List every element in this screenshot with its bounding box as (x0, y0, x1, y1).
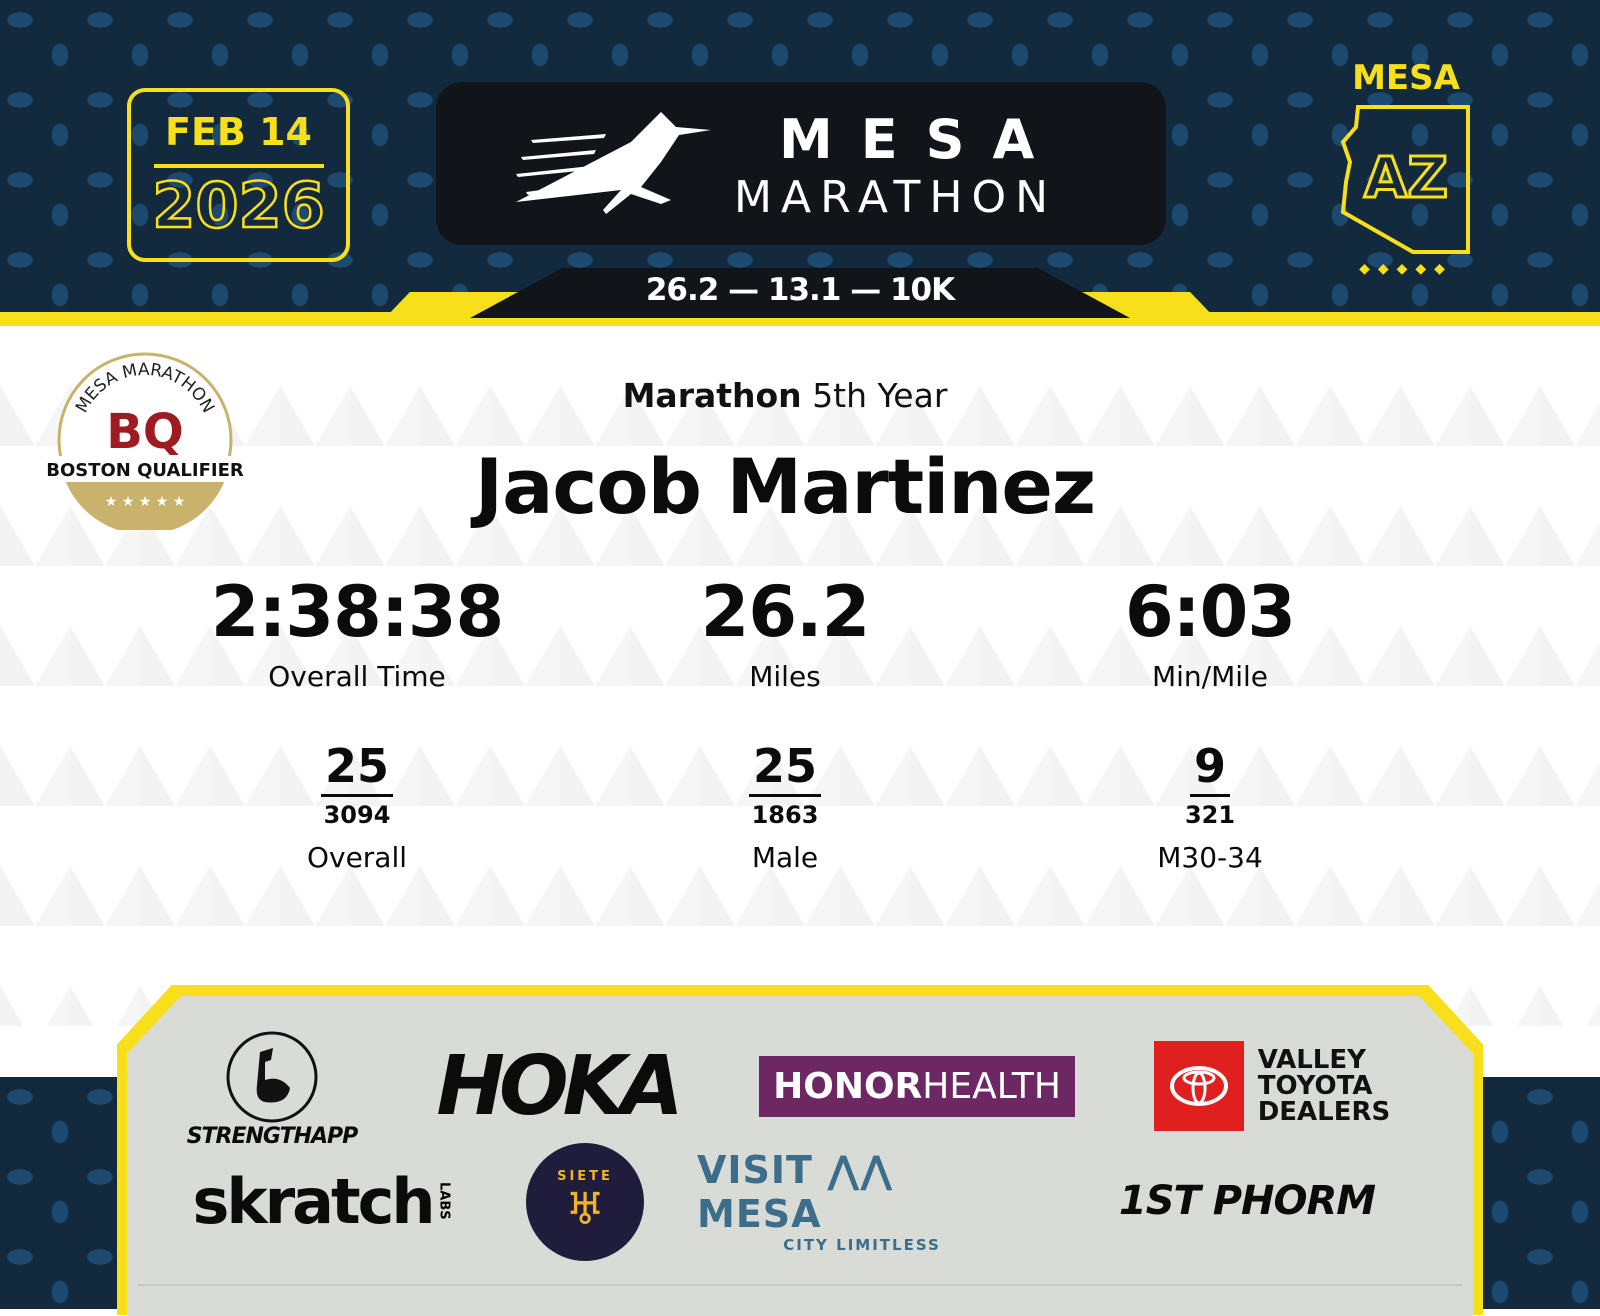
state-city: MESA (1352, 58, 1460, 98)
date-year: 2026 (151, 169, 326, 242)
rank-category: M30-34 (1157, 841, 1263, 874)
sponsor-honorhealth: HONORHEALTH (757, 1046, 1077, 1126)
badge-letters: BQ (106, 404, 183, 460)
rank-place: 25 (748, 738, 821, 797)
sponsor-skratch-labs: skratch LABS (187, 1156, 457, 1246)
toyota-logo-icon (1153, 1041, 1244, 1131)
rank-place: 25 (320, 738, 393, 797)
boston-qualifier-badge: MESA MARATHON BQ BOSTON QUALIFIER ★ ★ ★ … (40, 352, 250, 530)
sponsor-name: VISIT ⋀⋀ MESA (697, 1148, 894, 1236)
sponsor-name: VALLEY (1257, 1045, 1366, 1075)
mesa-marathon-logo: MESA MARATHON (436, 82, 1166, 245)
rank-gender: 25 1863 Male (585, 738, 985, 874)
sponsor-name: LABS (436, 1182, 452, 1220)
sponsor-name: HEALTH (922, 1065, 1061, 1107)
rank-category: Overall (306, 841, 408, 874)
rank-total: 3094 (323, 801, 391, 829)
distances-text: 26.2 — 13.1 — 10K (645, 272, 955, 308)
logo-subtitle: MARATHON (734, 172, 1058, 223)
badge-label: BOSTON QUALIFIER (46, 460, 244, 481)
rank-total: 1863 (751, 801, 819, 829)
rank-age-group: 9 321 M30-34 (1010, 738, 1410, 874)
stat-overall-time: 2:38:38 Overall Time (157, 572, 557, 693)
arizona-map-icon: AZ (1340, 105, 1470, 254)
race-year: 5th Year (812, 376, 948, 415)
stat-value: 26.2 (700, 571, 871, 653)
rank-total: 321 (1184, 801, 1236, 829)
sponsor-name: skratch (192, 1164, 435, 1238)
state-abbr: AZ (1364, 146, 1448, 211)
sponsor-name: TOYOTA (1257, 1071, 1373, 1101)
eagle-icon: ♅ (565, 1184, 605, 1235)
stat-pace: 6:03 Min/Mile (1010, 572, 1410, 693)
sponsor-hoka: HOKA (436, 1038, 683, 1134)
arizona-badge: MESA AZ ◆◆◆◆◆ (1336, 58, 1476, 277)
sponsor-tagline: CITY LIMITLESS (783, 1236, 941, 1254)
sponsor-siete: SIETE ♅ (526, 1143, 644, 1261)
distances-tab (470, 268, 1130, 318)
sponsor-name: DEALERS (1257, 1097, 1391, 1127)
runner-name: Jacob Martinez (474, 442, 1096, 531)
roadrunner-icon (516, 112, 711, 214)
stat-label: Overall Time (268, 660, 446, 693)
sponsor-panel: STRENGTHAPP HOKA HONORHEALTH VALLEY TOYOT… (127, 996, 1473, 1316)
diamond-dots-icon: ◆◆◆◆◆ (1359, 261, 1453, 277)
sponsor-1st-phorm: 1ST PHORM (1118, 1178, 1376, 1224)
stat-value: 6:03 (1124, 571, 1296, 653)
stat-label: Min/Mile (1151, 660, 1269, 693)
sponsor-visit-mesa: VISIT ⋀⋀ MESA CITY LIMITLESS (697, 1148, 1027, 1254)
results-panel (0, 326, 1600, 1026)
sponsor-name: STRENGTHAPP (186, 1123, 359, 1149)
date-divider (153, 164, 324, 168)
stat-miles: 26.2 Miles (585, 572, 985, 693)
sponsor-strengthapp: STRENGTHAPP (177, 1024, 367, 1154)
race-line: Marathon 5th Year (400, 376, 1170, 415)
divider (137, 1284, 1463, 1286)
race-name: Marathon (622, 376, 802, 415)
stat-value: 2:38:38 (210, 571, 505, 653)
logo-title: MESA (779, 108, 1063, 171)
date-month-day: FEB 14 (165, 110, 312, 154)
rank-place: 9 (1189, 738, 1230, 797)
stat-label: Miles (749, 660, 821, 693)
stars-icon: ★ ★ ★ ★ ★ (105, 494, 186, 510)
sponsor-name: HONOR (773, 1065, 923, 1107)
sponsor-name: SIETE (557, 1169, 613, 1184)
date-box: FEB 14 2026 (127, 88, 350, 262)
flexed-arm-icon (226, 1031, 318, 1122)
rank-overall: 25 3094 Overall (157, 738, 557, 874)
rank-category: Male (751, 841, 819, 874)
sponsor-valley-toyota: VALLEY TOYOTA DEALERS (1152, 1036, 1392, 1136)
